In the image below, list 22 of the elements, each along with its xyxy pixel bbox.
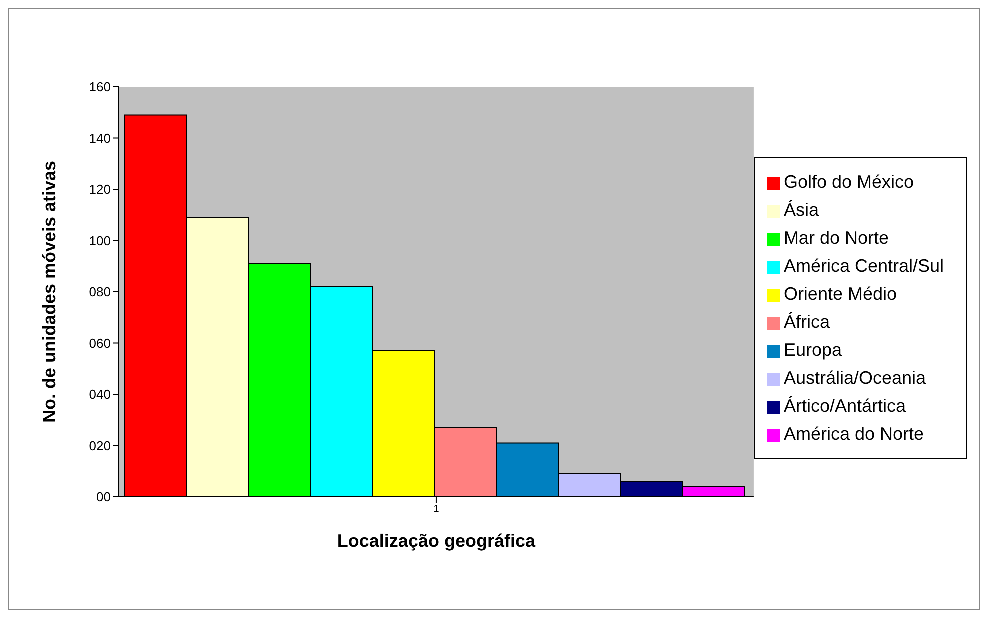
y-tick-label: 140: [89, 130, 111, 146]
legend-label: Europa: [784, 340, 842, 360]
legend-label: Austrália/Oceania: [784, 368, 926, 388]
y-tick-label: 00: [96, 490, 111, 505]
legend-label: África: [784, 312, 830, 332]
legend-label: Golfo do México: [784, 172, 914, 192]
y-tick-label: 080: [89, 284, 111, 300]
y-tick-label: 100: [89, 233, 111, 248]
y-tick-label: 120: [89, 182, 111, 198]
legend-label: América do Norte: [784, 424, 924, 444]
x-tick-label: 1: [434, 504, 440, 516]
legend-label: América Central/Sul: [784, 256, 944, 276]
y-tick-label: 020: [89, 438, 111, 454]
x-axis-title: Localização geográfica: [337, 531, 536, 551]
legend-label: Mar do Norte: [784, 228, 889, 248]
y-tick-label: 040: [89, 387, 111, 402]
y-tick-label: 160: [89, 80, 111, 95]
y-axis-title: No. de unidades móveis ativas: [39, 160, 60, 424]
y-tick-label: 060: [89, 336, 111, 351]
legend-label: Ásia: [784, 200, 819, 220]
legend-label: Oriente Médio: [784, 284, 897, 304]
legend-label: Ártico/Antártica: [784, 396, 906, 416]
